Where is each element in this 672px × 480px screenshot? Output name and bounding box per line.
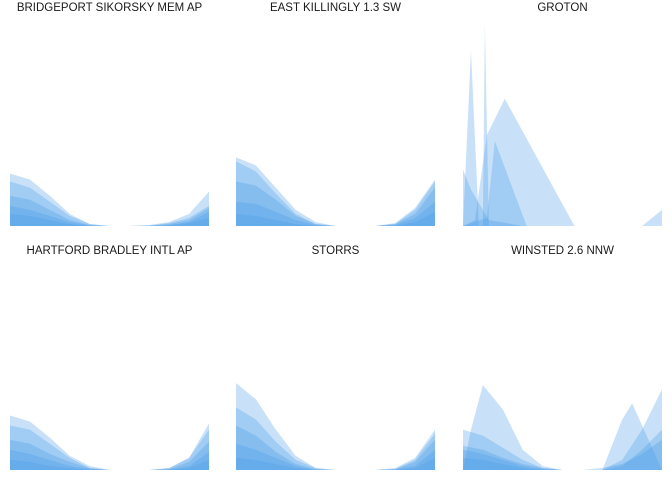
density-area (236, 157, 435, 226)
density-area (10, 415, 209, 470)
panel: STORRS (236, 245, 435, 470)
panel: WINSTED 2.6 NNW (463, 245, 662, 470)
density-area (463, 429, 662, 470)
density-area (10, 459, 209, 470)
panel-title: BRIDGEPORT SIKORSKY MEM AP (17, 2, 203, 14)
density-area (236, 443, 435, 470)
panel-title: STORRS (312, 245, 360, 257)
density-area (236, 425, 435, 470)
density-area (463, 403, 662, 470)
density-area (463, 98, 662, 226)
density-area (236, 383, 435, 470)
density-area (236, 457, 435, 470)
panel-title: EAST KILLINGLY 1.3 SW (270, 2, 401, 14)
panel: GROTON (463, 2, 662, 227)
panel: EAST KILLINGLY 1.3 SW (236, 2, 435, 226)
panel-grid: BRIDGEPORT SIKORSKY MEM AP EAST KILLINGLY… (10, 2, 662, 470)
density-area (10, 195, 209, 226)
density-area (236, 181, 435, 226)
panel-title: HARTFORD BRADLEY INTL AP (27, 245, 193, 257)
density-area (463, 141, 662, 226)
density-area (10, 423, 209, 470)
density-area (463, 439, 662, 470)
density-area (10, 181, 209, 226)
density-area (463, 389, 662, 470)
panel: BRIDGEPORT SIKORSKY MEM AP (10, 2, 209, 226)
density-area (10, 439, 209, 470)
density-area (236, 201, 435, 226)
density-area (10, 449, 209, 470)
density-area (236, 407, 435, 470)
panel: HARTFORD BRADLEY INTL AP (10, 245, 209, 470)
panel-title: GROTON (537, 2, 587, 14)
density-area (10, 173, 209, 226)
density-area (236, 211, 435, 226)
density-area (463, 169, 662, 226)
panel-title: WINSTED 2.6 NNW (511, 245, 614, 257)
density-area (10, 213, 209, 226)
density-area (236, 161, 435, 226)
density-area (10, 205, 209, 226)
density-area (463, 385, 662, 470)
